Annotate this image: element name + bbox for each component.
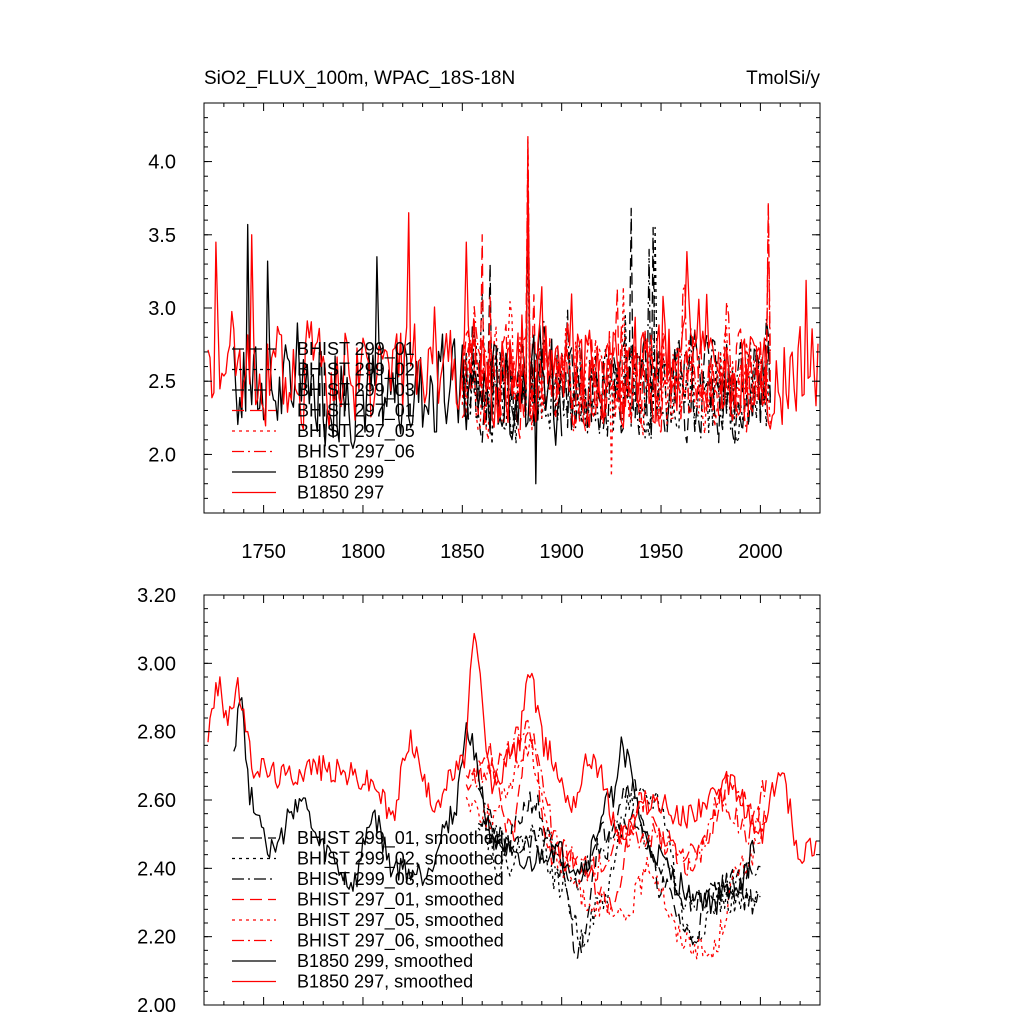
top-plot-panel: 1750 1800 1850 1900 1950 20002.02.53.03.54.0 … [148, 102, 821, 563]
top-x-tick-label: 2000 [738, 541, 783, 563]
top-y-tick-label: 3.0 [148, 298, 176, 320]
top-series-line-6 [461, 136, 771, 435]
bottom-legend-label: B1850 299, smoothed [297, 951, 473, 971]
top-series-line-8 [207, 175, 819, 430]
bottom-plot-panel: 2.00 2.20 2.40 2.60 2.80 3.00 3.20 BHIST 299_0… [137, 585, 821, 1017]
top-legend-label: BHIST 297_05 [297, 421, 415, 442]
top-y-tick-label: 3.5 [148, 225, 176, 247]
bottom-y-tick-label: 2.60 [137, 790, 176, 812]
top-x-tick-label: 1950 [639, 541, 684, 563]
bottom-legend-label: BHIST 297_05, smoothed [297, 910, 504, 931]
bottom-y-tick-label: 3.20 [137, 585, 176, 607]
top-x-tick-label: 1750 [241, 541, 286, 563]
bottom-legend-label: BHIST 297_06, smoothed [297, 931, 504, 952]
bottom-series-line-2 [477, 785, 761, 948]
bottom-legend-label: BHIST 299_01, smoothed [297, 828, 504, 849]
bottom-series-line-3 [477, 787, 761, 912]
bottom-series-line-1 [477, 775, 761, 959]
top-legend-label: B1850 299 [297, 462, 384, 482]
bottom-y-tick-label: 2.80 [137, 722, 176, 744]
bottom-series-line-4 [465, 732, 767, 914]
bottom-y-tick-label: 2.20 [137, 927, 176, 949]
top-legend-label: BHIST 297_01 [297, 401, 415, 422]
top-y-tick-label: 2.5 [148, 371, 176, 393]
top-legend-label: BHIST 299_03 [297, 380, 415, 401]
bottom-y-tick-label: 2.00 [137, 995, 176, 1017]
bottom-y-tick-label: 2.40 [137, 858, 176, 880]
top-chart-title: SiO2_FLUX_100m, WPAC_18S-18N [204, 68, 515, 89]
top-y-tick-label: 4.0 [148, 152, 176, 174]
bottom-series-line-6 [465, 719, 767, 882]
top-x-tick-label: 1800 [341, 541, 386, 563]
bottom-legend-label: B1850 297, smoothed [297, 972, 473, 992]
top-plot-frame [203, 102, 821, 514]
top-legend-label: BHIST 297_06 [297, 442, 415, 463]
top-series-line-7 [233, 223, 563, 485]
bottom-legend-label: BHIST 297_01, smoothed [297, 890, 504, 911]
bottom-series-line-7 [233, 697, 756, 915]
top-series-line-3 [461, 197, 771, 440]
bottom-y-tick-label: 3.00 [137, 653, 176, 675]
bottom-series-line-8 [207, 632, 817, 864]
top-legend-label: B1850 297 [297, 483, 384, 503]
bottom-plot-frame [203, 594, 821, 1006]
top-x-tick-label: 1900 [539, 541, 584, 563]
bottom-legend-label: BHIST 299_02, smoothed [297, 849, 504, 870]
top-legend-label: BHIST 299_02 [297, 360, 415, 381]
top-chart-units: TmolSi/y [746, 68, 820, 89]
top-legend-label: BHIST 299_01 [297, 339, 415, 360]
top-y-tick-label: 2.0 [148, 444, 176, 466]
top-x-tick-label: 1850 [440, 541, 485, 563]
bottom-legend-label: BHIST 299_03, smoothed [297, 869, 504, 890]
